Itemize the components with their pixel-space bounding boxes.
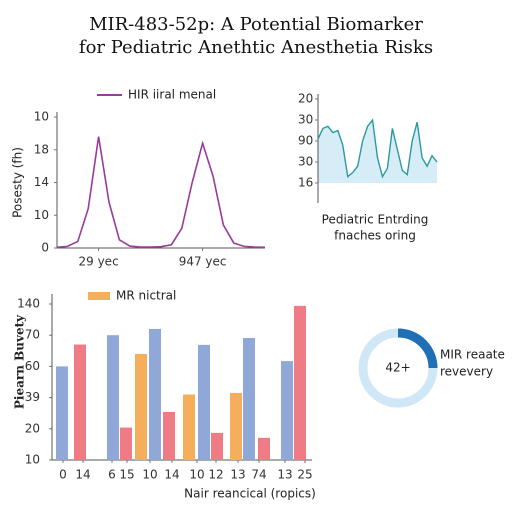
bar bbox=[120, 427, 132, 460]
y-tick-label: 14 bbox=[34, 175, 49, 189]
bar bbox=[198, 344, 210, 460]
x-tick-label: 74 bbox=[251, 468, 266, 482]
y-tick-label: 39 bbox=[25, 390, 40, 404]
x-tick-label: 14 bbox=[75, 468, 90, 482]
legend-label: HIR iiral menal bbox=[128, 88, 216, 102]
x-tick-label: 15 bbox=[119, 468, 134, 482]
bar bbox=[243, 338, 255, 460]
y-tick-label: 10 bbox=[34, 208, 49, 222]
legend-label: MR nictral bbox=[116, 289, 176, 303]
bar bbox=[183, 394, 195, 460]
bar bbox=[107, 335, 119, 460]
bar bbox=[230, 392, 242, 460]
y-tick-label: 140 bbox=[17, 297, 40, 311]
x-tick-label: 14 bbox=[164, 468, 179, 482]
x-axis-label: Nair reancical (ropics) bbox=[184, 487, 316, 501]
y-tick-label: 20 bbox=[298, 92, 313, 106]
title-line: MIR-483-52p: A Potential Biomarker bbox=[89, 14, 423, 35]
bar bbox=[258, 437, 270, 460]
y-tick-label: 30 bbox=[298, 155, 313, 169]
data-line bbox=[56, 136, 266, 249]
x-tick-label: 12 bbox=[208, 468, 223, 482]
x-tick-label: 10 bbox=[189, 468, 204, 482]
data-line bbox=[317, 118, 438, 179]
x-tick-label: 6 bbox=[108, 468, 116, 482]
bar bbox=[211, 432, 223, 460]
y-tick-label: 70 bbox=[25, 328, 40, 342]
y-axis-label: Posesty (fh) bbox=[11, 147, 25, 218]
caption: revevery bbox=[440, 365, 493, 379]
y-tick-label: 20 bbox=[25, 421, 40, 435]
title-line: for Pediatric Anethtic Anesthetia Risks bbox=[79, 37, 433, 58]
area-fill bbox=[318, 120, 437, 183]
donut-arc bbox=[397, 328, 438, 369]
x-tick-label: 29 yec bbox=[79, 255, 119, 269]
y-tick-label: 60 bbox=[25, 359, 40, 373]
x-tick-label: 25 bbox=[297, 468, 312, 482]
x-tick-label: 10 bbox=[142, 468, 157, 482]
y-tick-label: 30 bbox=[298, 113, 313, 127]
bar bbox=[163, 411, 175, 460]
bar bbox=[135, 353, 147, 460]
bar bbox=[56, 366, 68, 460]
caption: MIR reaate bbox=[440, 348, 505, 362]
x-tick-label: 947 yec bbox=[179, 255, 227, 269]
x-tick-label: 13 bbox=[277, 468, 292, 482]
y-tick-label: 0 bbox=[41, 241, 49, 255]
legend-swatch bbox=[88, 292, 110, 300]
donut-center-label: 42+ bbox=[385, 361, 410, 375]
bar bbox=[74, 344, 86, 460]
bar bbox=[294, 305, 306, 460]
x-tick-label: 13 bbox=[230, 468, 245, 482]
x-tick-label: 0 bbox=[59, 468, 67, 482]
y-tick-label: 90 bbox=[298, 134, 313, 148]
y-axis-label: Piearn Buvety bbox=[13, 314, 27, 409]
y-tick-label: 10 bbox=[34, 110, 49, 124]
bar bbox=[281, 361, 293, 460]
caption: fnaches oring bbox=[334, 229, 416, 243]
caption: Pediatric Entrding bbox=[322, 213, 429, 227]
y-tick-label: 18 bbox=[34, 142, 49, 156]
bar bbox=[149, 328, 161, 460]
y-tick-label: 16 bbox=[298, 176, 313, 190]
y-tick-label: 10 bbox=[25, 453, 40, 467]
